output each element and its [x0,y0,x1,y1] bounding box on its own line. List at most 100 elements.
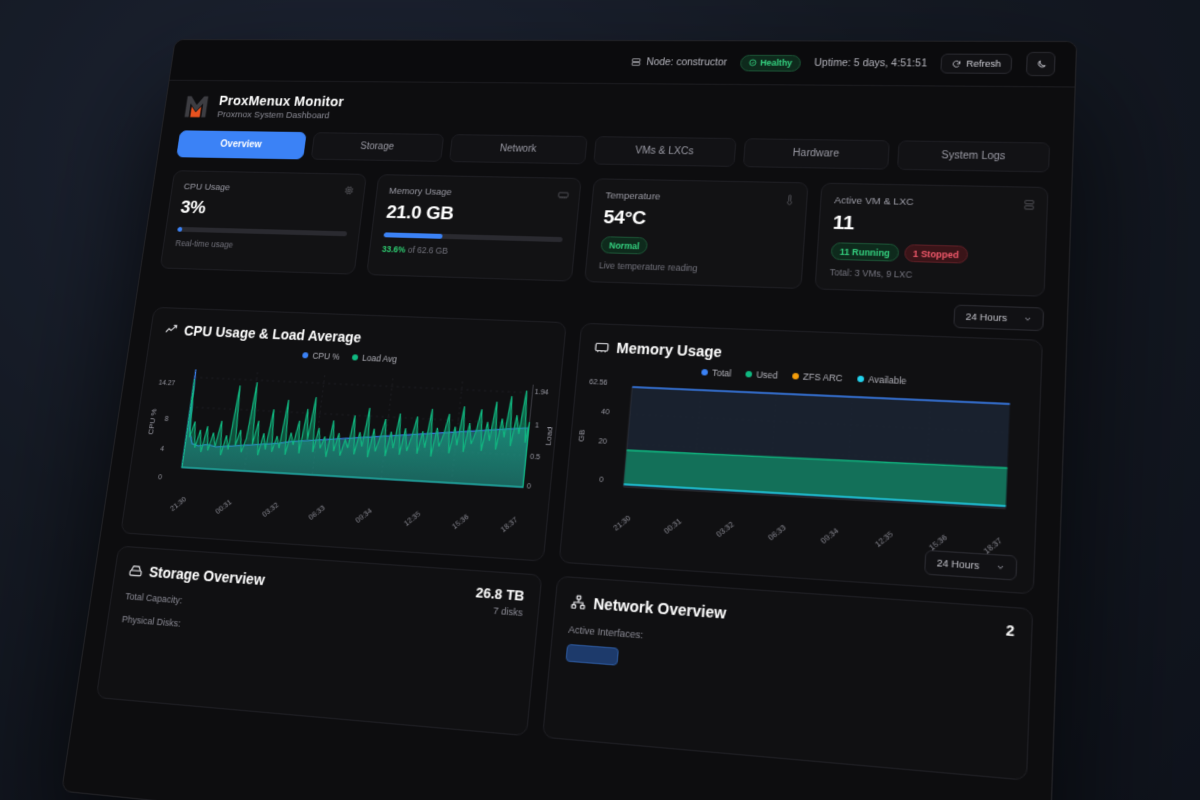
mem-ytick-40: 40 [600,408,610,417]
memory-chip-icon [594,340,610,355]
moon-icon [1034,58,1047,69]
legend-label-zfsarc: ZFS ARC [802,371,843,384]
cpu-usage-label: CPU Usage [182,181,231,194]
mem-y-axis-title: GB [576,429,588,443]
uptime-label: Uptime: 5 days, 4:51:51 [813,57,928,69]
mem-ytick-20: 20 [598,438,608,446]
mem-ytick-0: 0 [598,476,604,485]
network-nodes-icon [570,594,586,610]
cpu-usage-card: CPU Usage 3% Real-time usage [159,170,367,275]
memory-time-range-select[interactable]: 24 Hours [924,549,1018,581]
memory-chart-panel: Memory Usage Total Used ZFS ARC Availabl… [558,322,1044,595]
proxmenux-m-logo [182,93,211,119]
active-vm-lxc-value: 11 [832,212,855,235]
memory-usage-progress [383,232,563,243]
legend-dot-zfsarc [791,372,799,380]
memory-usage-percent: 33.6% [381,244,407,255]
mem-ytick-max: 62.56 [588,378,608,387]
active-vm-lxc-card: Active VM & LXC 11 11 Running 1 Stopped … [814,182,1049,297]
legend-item-cpu: CPU % [302,350,340,362]
charts-grid: CPU Usage & Load Average CPU % Load Avg [101,298,1066,596]
memory-usage-card: Memory Usage 21.0 GB 33.6% of 62.6 GB [366,174,582,282]
legend-item-total: Total [701,367,732,379]
legend-label-used: Used [755,369,779,381]
page-subtitle: Proxmox System Dashboard [216,109,331,122]
chevron-down-icon [1023,314,1033,323]
cpu-xtick-4: 09:34 [355,507,374,525]
legend-dot-cpu [302,352,310,359]
legend-dot-total [701,369,709,376]
cpu-xtick-2: 03:32 [261,501,280,519]
legend-item-used: Used [745,369,778,381]
server-stack-icon [1023,197,1036,216]
temperature-footer: Live temperature reading [598,260,698,274]
node-indicator: Node: constructor [631,56,728,68]
memory-usage-value: 21.0 GB [385,202,455,225]
legend-label-cpu: CPU % [311,350,341,362]
memory-stick-icon [557,187,570,205]
check-circle-icon [748,59,757,67]
vm-running-badge: 11 Running [830,242,900,262]
storage-overview-panel: 26.8 TB 7 disks Storage Overview Total C… [95,545,543,737]
cpu-usage-progress [177,226,348,237]
page-title: ProxMenux Monitor [218,93,345,110]
legend-dot-available [856,375,864,383]
cpu-xtick-0: 21:30 [169,496,188,513]
health-status-badge: Healthy [739,54,802,72]
time-range-select[interactable]: 24 Hours [953,304,1045,332]
tab-storage[interactable]: Storage [310,132,445,162]
refresh-icon [952,59,962,68]
chevron-down-icon [996,562,1006,572]
legend-label-load: Load Avg [361,352,398,365]
tab-hardware[interactable]: Hardware [742,138,891,170]
memory-time-range-value: 24 Hours [936,557,980,572]
thermometer-icon [783,192,796,211]
storage-summary: 26.8 TB 7 disks [474,584,525,618]
cpu-y2tick-1: 1 [534,422,540,430]
memory-chart-svg [580,377,1023,530]
network-interface-chip[interactable] [565,643,619,666]
time-range-value: 24 Hours [965,311,1008,324]
memory-chart-title: Memory Usage [615,339,723,361]
cpu-y2tick-05: 0.5 [529,453,541,462]
tab-network[interactable]: Network [449,134,588,165]
storage-overview-title: Storage Overview [148,563,266,589]
active-vm-lxc-label: Active VM & LXC [833,195,914,209]
theme-toggle-button[interactable] [1025,51,1056,77]
tab-vms-lxcs[interactable]: VMs & LXCs [593,136,737,167]
cpu-y2tick-max: 1.94 [534,388,549,397]
cpu-xtick-3: 06:33 [308,504,327,522]
cpu-xtick-5: 12:35 [403,510,422,528]
legend-dot-used [745,370,753,378]
legend-item-available: Available [856,373,907,387]
cpu-usage-value: 3% [179,197,207,219]
cpu-xtick-7: 18:37 [500,516,520,535]
temperature-status-badge: Normal [600,236,649,255]
legend-label-total: Total [711,367,732,379]
memory-usage-label: Memory Usage [388,185,453,198]
legend-label-available: Available [867,373,907,387]
top-status-bar: Node: constructor Healthy Uptime: 5 days… [169,40,1077,88]
logo-icon [184,95,209,117]
vm-status-row: 11 Running 1 Stopped [830,242,1032,265]
cpu-chart-title: CPU Usage & Load Average [183,322,363,346]
refresh-button[interactable]: Refresh [940,53,1013,74]
proxmenux-dashboard-window: Node: constructor Healthy Uptime: 5 days… [61,39,1078,800]
network-overview-title: Network Overview [592,594,727,623]
cpu-usage-footer: Real-time usage [174,238,234,250]
cpu-y2-axis-title: Load [544,426,556,446]
tab-system-logs[interactable]: System Logs [897,140,1051,173]
memory-chart-plot: 62.56 40 20 0 GB [576,377,1024,535]
tab-overview[interactable]: Overview [176,130,307,160]
refresh-label: Refresh [966,58,1002,69]
cpu-y2tick-0: 0 [526,483,532,491]
memory-usage-total: of 62.6 GB [407,244,449,256]
legend-item-load: Load Avg [352,352,398,364]
network-summary: 2 [1006,622,1015,640]
cpu-chart-plot: 14.27 8 4 0 CPU % 1.94 1 0.5 0 Load [141,358,555,514]
cpu-chip-icon [343,183,356,200]
node-label: Node: constructor [645,56,728,68]
cpu-chart-panel: CPU Usage & Load Average CPU % Load Avg [120,306,567,562]
legend-dot-load [352,354,359,361]
